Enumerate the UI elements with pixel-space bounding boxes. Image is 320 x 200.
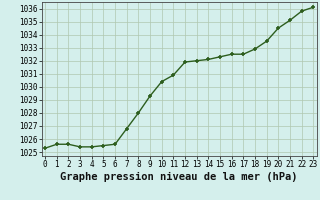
X-axis label: Graphe pression niveau de la mer (hPa): Graphe pression niveau de la mer (hPa) bbox=[60, 172, 298, 182]
